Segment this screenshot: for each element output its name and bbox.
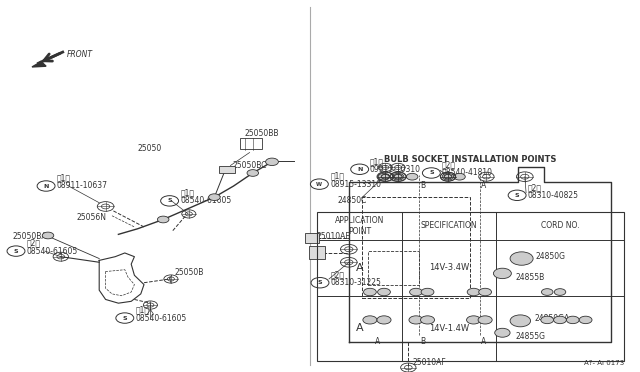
Circle shape bbox=[266, 158, 278, 166]
Text: CORD NO.: CORD NO. bbox=[541, 221, 579, 231]
Text: 08540-41810: 08540-41810 bbox=[442, 169, 493, 177]
Text: 25056N: 25056N bbox=[77, 213, 107, 222]
Text: B: B bbox=[420, 181, 425, 190]
Text: 08540-61605: 08540-61605 bbox=[136, 314, 187, 323]
Circle shape bbox=[421, 288, 434, 296]
Text: SPECIFICATION: SPECIFICATION bbox=[420, 221, 477, 231]
Circle shape bbox=[409, 316, 423, 324]
Text: 09911-10310: 09911-10310 bbox=[370, 165, 421, 174]
Circle shape bbox=[406, 173, 418, 180]
Bar bbox=[362, 197, 470, 298]
Text: （1）: （1） bbox=[370, 157, 384, 166]
Text: 24855B: 24855B bbox=[515, 273, 545, 282]
Text: （2）: （2） bbox=[27, 239, 41, 248]
Text: N: N bbox=[357, 167, 362, 172]
Text: 25010AF: 25010AF bbox=[413, 358, 447, 367]
Text: 08310-40825: 08310-40825 bbox=[528, 191, 579, 200]
Circle shape bbox=[363, 316, 377, 324]
Text: （1）: （1） bbox=[330, 172, 344, 181]
Circle shape bbox=[493, 268, 511, 279]
Text: BULB SOCKET INSTALLATION POINTS: BULB SOCKET INSTALLATION POINTS bbox=[384, 155, 557, 164]
Circle shape bbox=[510, 252, 533, 265]
Circle shape bbox=[157, 216, 169, 223]
Circle shape bbox=[579, 316, 592, 324]
Text: 24850G: 24850G bbox=[536, 252, 566, 261]
Circle shape bbox=[554, 289, 566, 295]
Circle shape bbox=[378, 173, 390, 180]
Text: 08911-10637: 08911-10637 bbox=[57, 182, 108, 190]
Circle shape bbox=[364, 288, 376, 296]
Circle shape bbox=[478, 316, 492, 324]
Polygon shape bbox=[32, 61, 46, 67]
Bar bbox=[317, 212, 624, 361]
Circle shape bbox=[410, 288, 422, 296]
Text: 25050B: 25050B bbox=[174, 268, 204, 277]
Text: APPLICATION
POINT: APPLICATION POINT bbox=[335, 216, 384, 236]
Bar bbox=[309, 246, 325, 260]
Text: A: A bbox=[481, 181, 486, 190]
Circle shape bbox=[554, 316, 566, 324]
Text: 25050BA: 25050BA bbox=[13, 232, 47, 241]
Text: A: A bbox=[356, 263, 363, 273]
Text: A?- Aı 0173: A?- Aı 0173 bbox=[584, 360, 624, 366]
Circle shape bbox=[541, 316, 554, 324]
Text: 25050BB: 25050BB bbox=[244, 129, 279, 138]
Text: A: A bbox=[481, 337, 486, 346]
Bar bbox=[368, 251, 419, 285]
Text: 14V-3.4W: 14V-3.4W bbox=[429, 263, 469, 272]
Text: 25050BC: 25050BC bbox=[232, 161, 267, 170]
Text: N: N bbox=[44, 183, 49, 189]
Text: A: A bbox=[375, 337, 380, 346]
Circle shape bbox=[566, 316, 579, 324]
Text: 25010AE: 25010AE bbox=[317, 232, 351, 241]
Text: S: S bbox=[317, 280, 323, 285]
Text: 24850C: 24850C bbox=[338, 196, 367, 205]
Circle shape bbox=[479, 288, 492, 296]
Text: W: W bbox=[316, 182, 323, 187]
Text: S: S bbox=[13, 248, 19, 254]
Circle shape bbox=[420, 316, 435, 324]
Text: A: A bbox=[356, 323, 363, 333]
Text: S: S bbox=[515, 193, 520, 198]
Text: （2）: （2） bbox=[330, 270, 344, 279]
Text: B: B bbox=[420, 337, 425, 346]
Circle shape bbox=[467, 316, 481, 324]
Circle shape bbox=[495, 328, 510, 337]
Circle shape bbox=[247, 170, 259, 176]
Text: 08310-31225: 08310-31225 bbox=[330, 278, 381, 287]
Text: S: S bbox=[429, 170, 434, 176]
Text: 25050: 25050 bbox=[138, 144, 162, 153]
Bar bbox=[305, 233, 319, 243]
Text: 24855G: 24855G bbox=[515, 332, 545, 341]
Circle shape bbox=[42, 232, 54, 239]
Circle shape bbox=[392, 173, 404, 180]
Text: 24850GA: 24850GA bbox=[534, 314, 570, 324]
Bar bbox=[219, 166, 236, 173]
Text: 08540-61605: 08540-61605 bbox=[27, 247, 78, 256]
Text: 08540-61605: 08540-61605 bbox=[180, 196, 232, 205]
Text: （2）: （2） bbox=[528, 183, 542, 192]
Circle shape bbox=[541, 289, 553, 295]
Text: （1）: （1） bbox=[57, 174, 71, 183]
Text: FRONT: FRONT bbox=[67, 50, 93, 59]
Circle shape bbox=[510, 315, 531, 327]
Text: 08915-13310: 08915-13310 bbox=[330, 180, 381, 189]
Circle shape bbox=[442, 173, 454, 180]
Circle shape bbox=[378, 288, 390, 296]
Circle shape bbox=[209, 194, 220, 201]
Bar bbox=[240, 138, 262, 149]
Circle shape bbox=[467, 288, 480, 296]
Text: S: S bbox=[167, 198, 172, 203]
Text: 14V-1.4W: 14V-1.4W bbox=[429, 324, 469, 333]
Circle shape bbox=[454, 173, 465, 180]
Circle shape bbox=[377, 316, 391, 324]
Text: （2）: （2） bbox=[442, 161, 456, 170]
Text: （1）: （1） bbox=[136, 306, 150, 315]
Text: （1）: （1） bbox=[180, 189, 195, 198]
Text: S: S bbox=[122, 315, 127, 321]
